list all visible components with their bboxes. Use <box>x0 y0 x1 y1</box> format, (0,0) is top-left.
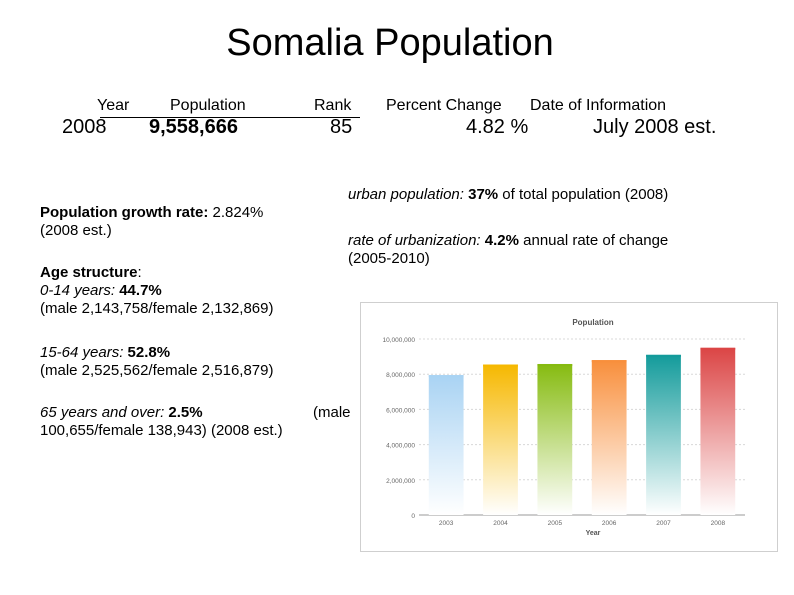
age-group-3-text: 65 years and over: 2.5% (male 100,655/fem… <box>40 404 360 440</box>
bar-2007 <box>646 354 681 515</box>
rank-header: Rank <box>314 97 352 114</box>
y-tick-label: 0 <box>411 513 415 520</box>
age-structure-colon: : <box>137 264 142 281</box>
population-chart-svg: Population 0 2,000,000 4,000,000 6,000,000 8… <box>382 318 745 537</box>
age-group-1-label: 0-14 years: <box>40 282 120 299</box>
x-tick-label: 2006 <box>602 520 617 527</box>
percent-change-value: 4.82 % <box>466 116 529 138</box>
urbanization-rate-value: 4.2% <box>484 232 519 249</box>
bar-2008 <box>700 347 736 515</box>
chart-x-axis-label: Year <box>586 530 601 537</box>
urban-population-label: urban population: <box>348 186 469 203</box>
population-value: 9,558,666 <box>149 116 238 138</box>
bar-cap-2005 <box>537 363 573 366</box>
age-group-3-value: 2.5% <box>168 404 203 421</box>
y-tick-label: 10,000,000 <box>382 337 415 344</box>
x-tick-label: 2003 <box>439 520 454 527</box>
page-title: Somalia Population <box>226 22 554 64</box>
x-tick-label: 2007 <box>656 520 671 527</box>
population-chart: Population 0 2,000,000 4,000,000 6,000,000 8… <box>360 302 778 552</box>
x-tick-label: 2005 <box>548 520 563 527</box>
header-underline <box>100 117 360 118</box>
age-structure-label: Age structure <box>40 264 138 281</box>
age-group-2-detail: (male 2,525,562/female 2,516,879) <box>40 362 274 379</box>
y-tick-label: 6,000,000 <box>386 407 415 414</box>
age-group-3-detail: 100,655/female 138,943) (2008 est.) <box>40 422 283 439</box>
bar-2003 <box>428 375 464 515</box>
urbanization-rate-rest: annual rate of change <box>518 232 669 249</box>
year-header: Year <box>97 97 130 114</box>
age-group-2-label: 15-64 years: <box>40 344 128 361</box>
age-group-1-value: 44.7% <box>119 282 162 299</box>
age-group-2-text: 15-64 years: 52.8% (male 2,525,562/femal… <box>40 344 274 380</box>
y-tick-label: 8,000,000 <box>386 372 415 379</box>
date-value: July 2008 est. <box>593 116 717 138</box>
rank-value: 85 <box>330 116 353 138</box>
urbanization-rate-label: rate of urbanization: <box>348 232 485 249</box>
x-tick-label: 2008 <box>711 520 726 527</box>
bar-2005 <box>537 363 573 515</box>
bar-cap-2007 <box>646 354 681 357</box>
growth-rate-text: Population growth rate: 2.824% (2008 est… <box>40 204 263 240</box>
x-tick-label: 2004 <box>493 520 508 527</box>
population-header: Population <box>170 97 246 114</box>
bar-cap-2008 <box>700 347 736 350</box>
growth-rate-label: Population growth rate: <box>40 204 213 221</box>
growth-rate-value: 2.824% <box>212 204 264 221</box>
year-value: 2008 <box>62 116 107 138</box>
bar-2006 <box>591 360 627 515</box>
urban-population-text: urban population: 37% of total populatio… <box>348 186 668 204</box>
percent-change-header: Percent Change <box>386 97 502 114</box>
urban-population-value: 37% <box>468 186 499 203</box>
chart-title: Population <box>572 318 613 327</box>
bar-2004 <box>483 364 518 515</box>
urban-population-rest: of total population (2008) <box>498 186 669 203</box>
bar-cap-2004 <box>483 364 518 367</box>
growth-rate-note: (2008 est.) <box>40 222 112 239</box>
urbanization-rate-years: (2005-2010) <box>348 250 430 267</box>
age-group-3-label: 65 years and over: <box>40 404 169 421</box>
urbanization-rate-text: rate of urbanization: 4.2% annual rate o… <box>348 232 668 268</box>
date-header: Date of Information <box>530 97 667 114</box>
age-group-3-male: (male <box>313 404 351 421</box>
y-tick-label: 4,000,000 <box>386 443 415 450</box>
bar-cap-2006 <box>591 360 627 363</box>
bar-cap-2003 <box>428 375 464 378</box>
age-group-2-value: 52.8% <box>127 344 171 361</box>
age-group-1-detail: (male 2,143,758/female 2,132,869) <box>40 300 274 317</box>
age-structure-text: Age structure: 0-14 years: 44.7% (male 2… <box>40 264 274 318</box>
y-tick-label: 2,000,000 <box>386 478 415 485</box>
